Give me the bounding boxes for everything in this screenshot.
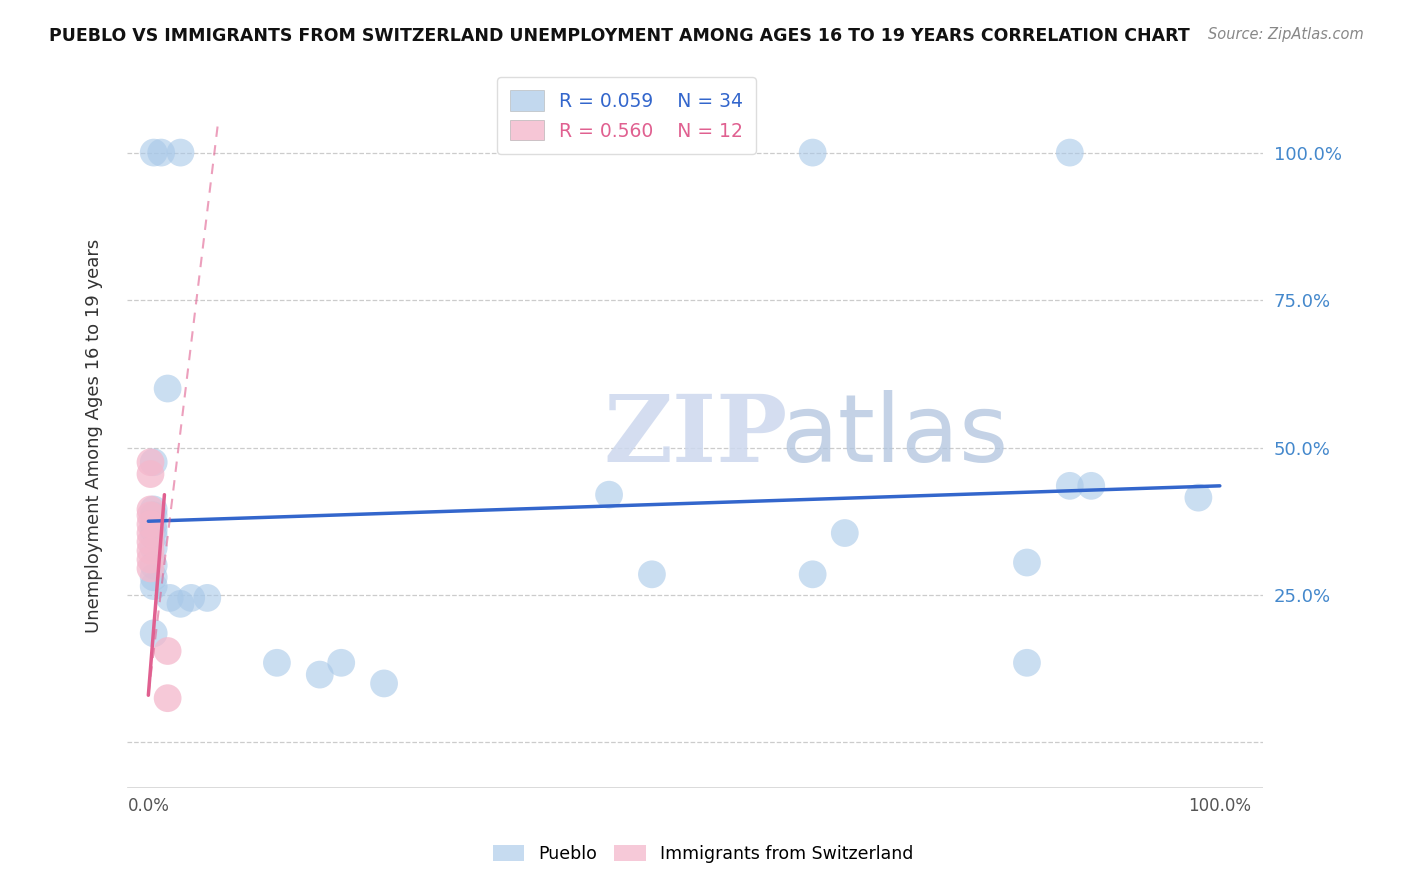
Point bbox=[142, 570, 165, 584]
Point bbox=[142, 455, 165, 469]
Legend: Pueblo, Immigrants from Switzerland: Pueblo, Immigrants from Switzerland bbox=[486, 838, 920, 870]
Point bbox=[195, 591, 218, 605]
Point bbox=[266, 656, 288, 670]
Point bbox=[373, 676, 395, 690]
Text: Source: ZipAtlas.com: Source: ZipAtlas.com bbox=[1208, 27, 1364, 42]
Point bbox=[142, 529, 165, 543]
Point bbox=[1059, 145, 1081, 160]
Point bbox=[142, 626, 165, 640]
Point bbox=[142, 558, 165, 573]
Point bbox=[139, 508, 162, 523]
Text: ZIP: ZIP bbox=[605, 391, 789, 481]
Text: atlas: atlas bbox=[780, 390, 1008, 482]
Point bbox=[142, 579, 165, 593]
Point bbox=[142, 523, 165, 537]
Point bbox=[139, 543, 162, 558]
Point bbox=[1015, 656, 1038, 670]
Point bbox=[641, 567, 664, 582]
Point bbox=[159, 591, 181, 605]
Point bbox=[598, 488, 620, 502]
Point bbox=[1059, 479, 1081, 493]
Point bbox=[139, 455, 162, 469]
Point bbox=[139, 517, 162, 532]
Point bbox=[142, 517, 165, 532]
Point bbox=[308, 667, 330, 681]
Point bbox=[142, 541, 165, 555]
Point bbox=[330, 656, 353, 670]
Point bbox=[801, 567, 824, 582]
Text: PUEBLO VS IMMIGRANTS FROM SWITZERLAND UNEMPLOYMENT AMONG AGES 16 TO 19 YEARS COR: PUEBLO VS IMMIGRANTS FROM SWITZERLAND UN… bbox=[49, 27, 1189, 45]
Point bbox=[169, 597, 191, 611]
Point bbox=[1080, 479, 1102, 493]
Point bbox=[139, 526, 162, 541]
Point bbox=[156, 644, 179, 658]
Point bbox=[139, 552, 162, 566]
Point bbox=[156, 691, 179, 706]
Point bbox=[834, 526, 856, 541]
Y-axis label: Unemployment Among Ages 16 to 19 years: Unemployment Among Ages 16 to 19 years bbox=[86, 238, 103, 632]
Point bbox=[169, 145, 191, 160]
Point bbox=[142, 508, 165, 523]
Legend: R = 0.059    N = 34, R = 0.560    N = 12: R = 0.059 N = 34, R = 0.560 N = 12 bbox=[498, 77, 756, 153]
Point bbox=[150, 145, 173, 160]
Point bbox=[142, 502, 165, 516]
Point bbox=[139, 561, 162, 575]
Point bbox=[139, 534, 162, 549]
Point bbox=[1015, 556, 1038, 570]
Point bbox=[156, 382, 179, 396]
Point bbox=[801, 145, 824, 160]
Point bbox=[142, 145, 165, 160]
Point bbox=[139, 467, 162, 481]
Point bbox=[180, 591, 202, 605]
Point bbox=[139, 502, 162, 516]
Point bbox=[1187, 491, 1209, 505]
